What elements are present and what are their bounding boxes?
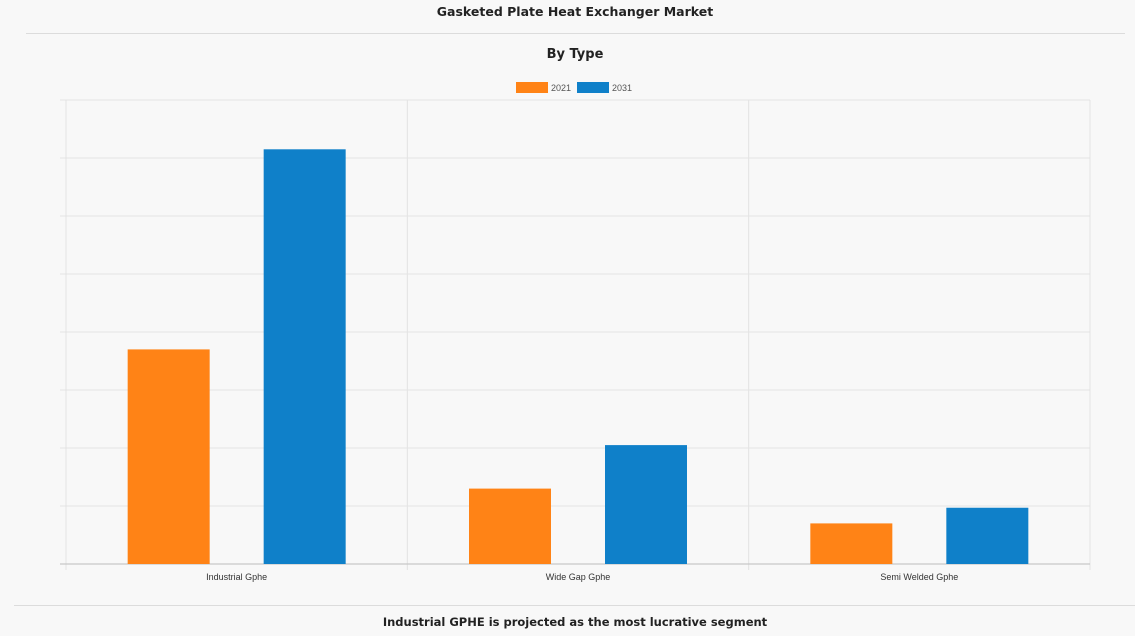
legend-item-2031[interactable]: 2031 [577, 82, 632, 93]
x-tick-label: Wide Gap Gphe [546, 572, 611, 582]
bar-chart: Industrial Gphe Wide Gap Gphe Semi Welded … [60, 99, 1091, 582]
chart-caption: Industrial GPHE is projected as the most… [382, 615, 768, 629]
title-divider [26, 33, 1125, 34]
chart-subtitle: By Type [546, 47, 604, 62]
legend-label-2021: 2021 [551, 82, 572, 93]
page-title: Gasketed Plate Heat Exchanger Market [436, 4, 714, 19]
legend-swatch-2031 [577, 82, 610, 93]
legend-item-2021[interactable]: 2021 [516, 82, 571, 93]
bar-2031-wide-gap-gphe [605, 445, 687, 564]
x-tick-label: Semi Welded Gphe [880, 572, 958, 582]
legend-label-2031: 2031 [612, 82, 633, 93]
bar-2021-semi-welded-gphe [810, 523, 893, 564]
bar-2031-semi-welded-gphe [946, 507, 1029, 564]
bar-2031-industrial-gphe [263, 149, 346, 565]
footer-divider [14, 605, 1135, 606]
bar-2021-industrial-gphe [127, 349, 210, 564]
legend-swatch-2021 [516, 82, 548, 93]
chart-legend: 2021 2031 [516, 82, 638, 93]
bar-2021-wide-gap-gphe [469, 488, 551, 564]
x-tick-label: Industrial Gphe [206, 572, 267, 582]
